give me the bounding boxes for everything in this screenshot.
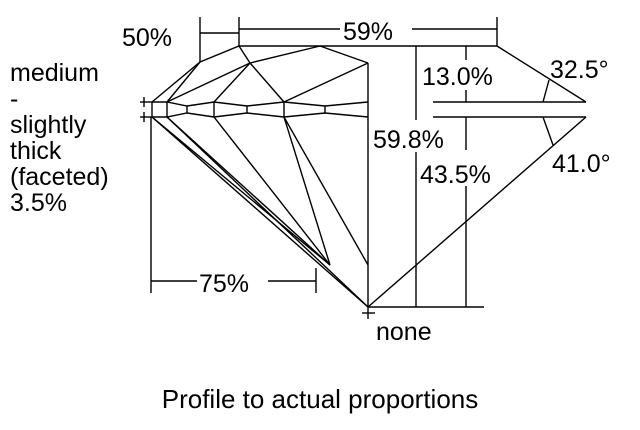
caption: Profile to actual proportions	[162, 384, 479, 414]
girdle-label: medium - slightly thick (faceted) 3.5%	[10, 59, 109, 217]
pavilion	[151, 116, 587, 319]
girdle-label-line: medium	[10, 59, 99, 87]
lower-half-label: 75%	[199, 270, 249, 298]
pavilion-depth-label: 43.5%	[420, 161, 491, 189]
girdle-label-line: 3.5%	[10, 189, 67, 217]
crown-height-label: 13.0%	[422, 63, 493, 91]
pavilion-angle-label: 41.0°	[552, 150, 611, 178]
crown-facets	[166, 45, 369, 307]
crown-angle-label: 32.5°	[550, 56, 609, 84]
crown-height-left-label: 50%	[122, 24, 172, 52]
girdle-label-line: (faceted)	[10, 163, 109, 191]
girdle-label-line: thick	[10, 137, 62, 165]
girdle-label-line: -	[10, 85, 18, 113]
table-label: 59%	[343, 18, 393, 46]
girdle	[140, 97, 586, 122]
crown-outline-left	[151, 45, 587, 103]
total-depth-label: 59.8%	[373, 126, 444, 154]
culet-label: none	[376, 318, 432, 346]
girdle-label-line: slightly	[10, 111, 87, 139]
dimension-lines	[150, 17, 554, 308]
